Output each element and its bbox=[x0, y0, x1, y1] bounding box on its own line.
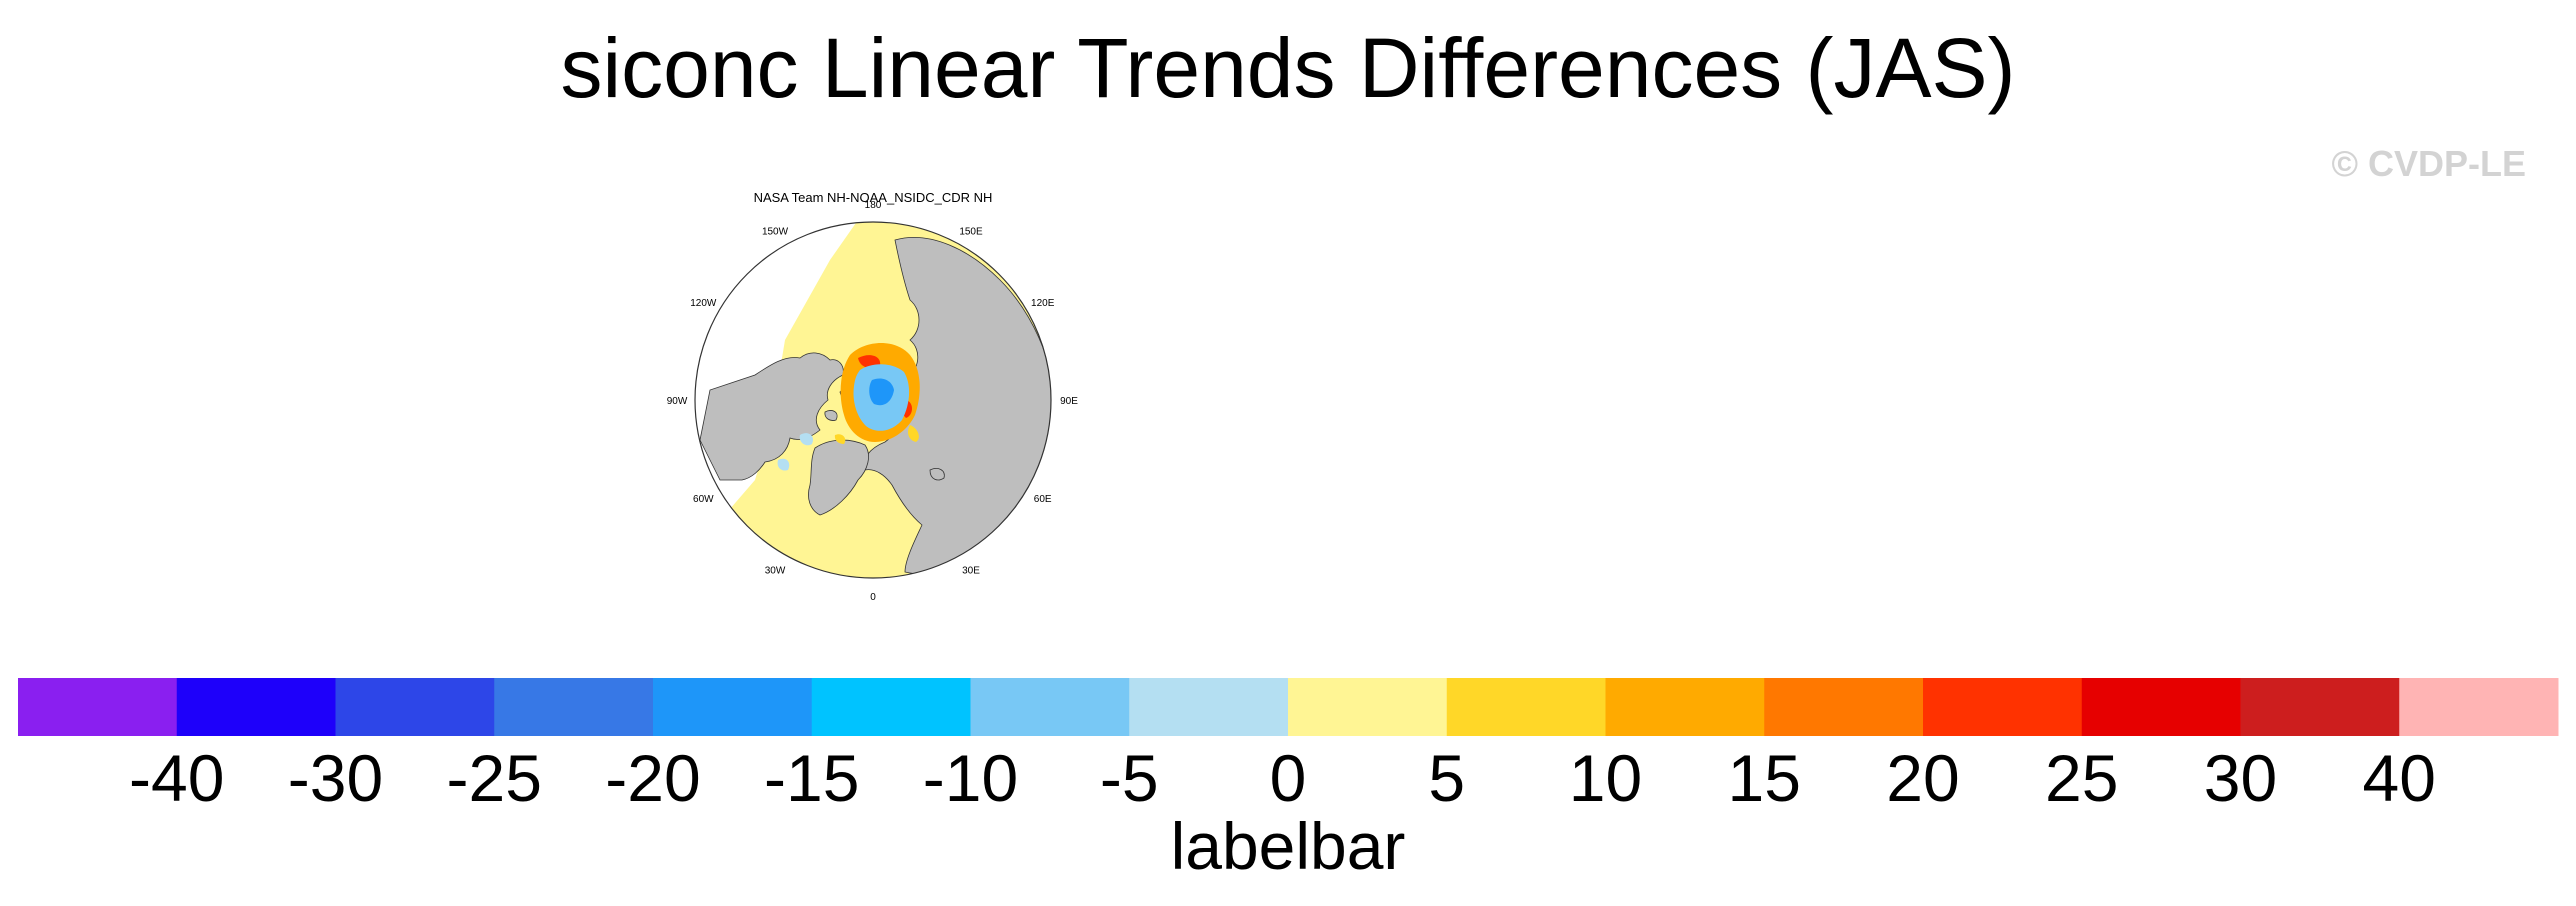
lon-label: 150W bbox=[762, 226, 789, 237]
lon-label: 150E bbox=[959, 226, 983, 237]
colorbar-box bbox=[1764, 678, 1924, 736]
colorbar-box bbox=[811, 678, 971, 736]
cell-deep-blue bbox=[869, 378, 894, 406]
lon-label: 30E bbox=[962, 566, 980, 577]
colorbar: -40 -30 -25 -20 -15 -10 -5 0 5 10 15 20 25 30 40 bbox=[18, 678, 2559, 808]
colorbar-tick-label: -20 bbox=[605, 741, 700, 808]
lon-label: 120W bbox=[690, 298, 717, 309]
land-greenland bbox=[808, 439, 869, 516]
lon-label: 60E bbox=[1034, 494, 1052, 505]
land-north-america bbox=[699, 352, 844, 481]
map-disk bbox=[695, 222, 1051, 578]
colorbar-tick-label: 5 bbox=[1428, 741, 1465, 808]
colorbar-tick-label: 10 bbox=[1569, 741, 1642, 808]
colorbar-box bbox=[18, 678, 178, 736]
colorbar-boxes bbox=[18, 678, 2559, 736]
colorbar-tick-label: -30 bbox=[288, 741, 383, 808]
cell-light-blue-atlantic bbox=[777, 433, 814, 471]
colorbar-box bbox=[335, 678, 495, 736]
colorbar-tick-label: -15 bbox=[764, 741, 859, 808]
cell-yellow-patch bbox=[834, 425, 919, 444]
land-svalbard bbox=[929, 468, 945, 481]
lon-label: 30W bbox=[765, 566, 786, 577]
colorbar-tick-label: -25 bbox=[447, 741, 542, 808]
colorbar-box bbox=[2399, 678, 2559, 736]
colorbar-label: labelbar bbox=[1170, 809, 1406, 883]
colorbar-box bbox=[1605, 678, 1765, 736]
land-masses bbox=[699, 237, 1051, 575]
colorbar-tick-label: 15 bbox=[1728, 741, 1801, 808]
lon-label: 120E bbox=[1031, 298, 1055, 309]
colorbar-tick-label: 30 bbox=[2204, 741, 2277, 808]
figure-title: siconc Linear Trends Differences (JAS) bbox=[560, 21, 2016, 115]
colorbar-tick-label: 40 bbox=[2363, 741, 2436, 808]
lon-label: 60W bbox=[693, 494, 714, 505]
colorbar-tick-label: -5 bbox=[1100, 741, 1159, 808]
colorbar-tick-label: 20 bbox=[1886, 741, 1959, 808]
lon-label: 90E bbox=[1060, 396, 1078, 407]
colorbar-tick-label: -10 bbox=[923, 741, 1018, 808]
watermark: © CVDP-LE bbox=[2331, 143, 2526, 184]
colorbar-box bbox=[494, 678, 654, 736]
trend-cells bbox=[777, 342, 920, 471]
lon-label: 0 bbox=[870, 592, 876, 603]
lon-label: 180 bbox=[865, 200, 882, 211]
panel-title: NASA Team NH-NOAA_NSIDC_CDR NH bbox=[754, 190, 993, 205]
colorbar-tick-labels: -40 -30 -25 -20 -15 -10 -5 0 5 10 15 20 25 30 40 bbox=[129, 741, 2436, 808]
colorbar-tick-label: 25 bbox=[2045, 741, 2118, 808]
colorbar-box bbox=[1129, 678, 1289, 736]
colorbar-box bbox=[970, 678, 1130, 736]
colorbar-tick-label: 0 bbox=[1270, 741, 1307, 808]
lon-label: 90W bbox=[667, 396, 688, 407]
colorbar-box bbox=[2240, 678, 2400, 736]
map-border bbox=[694, 221, 1052, 579]
polar-map-panel: NASA Team NH-NOAA_NSIDC_CDR NH 180 150E 12… bbox=[667, 190, 1079, 603]
longitude-labels: 180 150E 120E 90E 60E 30E 0 30W 60W 90W 120W 150W bbox=[667, 200, 1079, 603]
colorbar-box bbox=[1446, 678, 1606, 736]
colorbar-box bbox=[2081, 678, 2241, 736]
colorbar-box bbox=[1288, 678, 1448, 736]
colorbar-tick-label: -40 bbox=[129, 741, 224, 808]
colorbar-box bbox=[653, 678, 813, 736]
cell-red-patch bbox=[858, 355, 912, 418]
colorbar-box bbox=[1923, 678, 2083, 736]
colorbar-box bbox=[176, 678, 336, 736]
